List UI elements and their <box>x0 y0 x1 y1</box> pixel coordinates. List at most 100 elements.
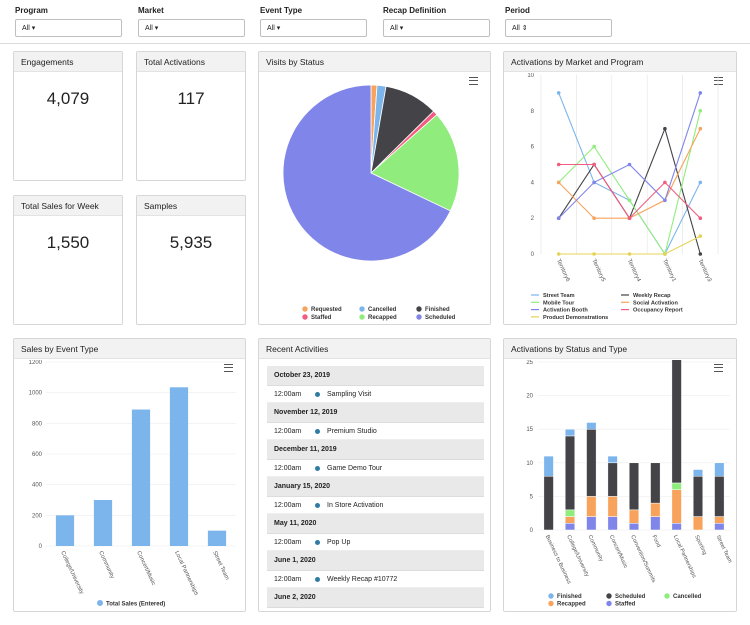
activity-row[interactable]: 12:00amActivation Booth #10702 <box>267 608 484 611</box>
series-line <box>558 235 701 255</box>
activity-row[interactable]: 12:00am Weekly Recap #10772 <box>267 571 484 588</box>
bar <box>207 530 227 546</box>
panel-title: Activations by Status and Type <box>504 339 736 359</box>
stacked-bar-segment <box>692 475 704 517</box>
activity-row[interactable]: 12:00am Game Demo Tour <box>267 460 484 477</box>
activity-date-header: October 23, 2019 <box>267 366 484 386</box>
x-tick-label: Territory3 <box>696 258 712 282</box>
stacked-bar-segment <box>586 496 597 517</box>
recent-activities-panel: Recent Activities October 23, 2019 12:00a… <box>258 338 491 612</box>
x-tick-label: College/University <box>59 550 84 595</box>
series-point <box>556 216 561 220</box>
x-tick-label: Territory1 <box>661 258 677 282</box>
y-tick-label: 5 <box>530 494 534 500</box>
legend-label: Cancelled <box>368 307 397 313</box>
filter-bar: Program All ▾ Market All ▾ Event Type Al… <box>0 0 750 44</box>
series-point <box>698 234 703 238</box>
y-tick-label: 10 <box>526 461 533 467</box>
series-point <box>556 180 561 185</box>
legend-label: Recapped <box>368 315 397 321</box>
series-point <box>556 252 561 256</box>
legend-marker <box>416 306 422 312</box>
stacked-bar-segment <box>628 509 640 524</box>
activity-time: 12:00am <box>274 391 302 398</box>
event-type-select[interactable]: All ▾ <box>260 19 367 37</box>
y-tick-label: 0 <box>530 528 534 534</box>
program-select[interactable]: All ▾ <box>15 19 122 37</box>
stacked-bar-segment <box>628 462 640 511</box>
filter-recap-definition: Recap Definition All ▾ <box>383 6 490 37</box>
stacked-bar-segment <box>714 462 725 477</box>
activations-line-chart: 0 2 4 6 8 10 Territory6 Territory5 Territory4 Ter… <box>527 73 719 321</box>
kpi-value: 1,550 <box>46 233 90 252</box>
filter-label: Recap Definition <box>383 6 447 15</box>
visits-by-status-panel: Visits by Status Requested Cancelled Finis… <box>258 51 491 325</box>
x-tick-label: Territory4 <box>626 258 642 283</box>
menu-icon[interactable] <box>714 364 723 372</box>
stacked-bar-segment <box>671 360 682 484</box>
y-tick-label: 0 <box>39 544 43 550</box>
activity-row[interactable]: 12:00am Sampling Visit <box>267 386 484 403</box>
bar <box>93 500 113 546</box>
x-tick-label: Local Partnerships <box>672 534 697 579</box>
series-point <box>663 126 667 131</box>
x-tick-label: Territory5 <box>590 258 606 282</box>
legend-label: Finished <box>557 594 582 600</box>
stacked-bar-segment <box>671 523 682 531</box>
filter-event-type: Event Type All ▾ <box>260 6 367 37</box>
stacked-bar-segment <box>650 516 661 531</box>
x-tick-label: Street Team <box>715 534 733 564</box>
activity-row[interactable]: 12:00am In Store Activation <box>267 497 484 514</box>
menu-icon[interactable] <box>714 77 723 85</box>
panel-title: Activations by Market and Program <box>504 52 736 72</box>
timeline-dot-icon <box>315 540 320 545</box>
series-point <box>698 91 703 95</box>
legend-label: Cancelled <box>673 594 702 600</box>
legend-marker <box>97 600 103 606</box>
activity-time: 12:00am <box>274 539 302 546</box>
stacked-bar-segment <box>586 422 597 430</box>
filter-label: Market <box>138 6 164 15</box>
x-tick-label: Convention/Summits <box>629 534 656 583</box>
timeline-dot-icon <box>315 577 320 582</box>
menu-icon[interactable] <box>224 364 233 372</box>
series-point <box>663 252 667 256</box>
x-tick-label: Community <box>97 550 115 579</box>
y-tick-label: 8 <box>531 109 535 115</box>
activity-date-header: June 2, 2020 <box>267 588 484 608</box>
legend-marker <box>548 593 554 599</box>
menu-icon[interactable] <box>469 77 478 85</box>
activity-row[interactable]: 12:00am Pop Up <box>267 534 484 551</box>
filter-period: Period All ⇕ <box>505 6 612 37</box>
recap-definition-select[interactable]: All ▾ <box>383 19 490 37</box>
legend-label: Total Sales (Entered) <box>106 602 165 608</box>
series-point <box>627 252 632 256</box>
stacked-bar-segment <box>692 516 704 531</box>
kpi-samples: Samples 5,935 <box>136 195 246 325</box>
x-tick-label: College/University <box>565 534 590 578</box>
activity-row[interactable]: 12:00am Premium Studio <box>267 423 484 440</box>
y-tick-label: 1200 <box>29 360 43 366</box>
stacked-bar-segment <box>607 462 618 497</box>
stacked-bar-segment <box>714 475 725 517</box>
legend-marker <box>359 314 365 320</box>
period-select[interactable]: All ⇕ <box>505 19 612 37</box>
legend-label: Finished <box>425 307 450 313</box>
x-tick-label: Sporting <box>693 534 707 555</box>
stacked-bar-segment <box>607 516 618 531</box>
activity-date-header: May 11, 2020 <box>267 514 484 534</box>
series-point <box>592 180 596 185</box>
legend-label: Requested <box>311 307 342 313</box>
market-select[interactable]: All ▾ <box>138 19 245 37</box>
stacked-bar-segment <box>692 469 704 477</box>
legend-label: Activation Booth <box>543 308 588 314</box>
timeline-dot-icon <box>315 429 320 434</box>
stacked-bar-segment <box>543 475 554 531</box>
legend-label: Social Activation <box>633 300 678 306</box>
series-point <box>592 252 596 256</box>
filter-label: Program <box>15 6 48 15</box>
legend-label: Recapped <box>557 602 586 608</box>
stacked-bar-segment <box>564 509 576 517</box>
filter-market: Market All ▾ <box>138 6 245 37</box>
